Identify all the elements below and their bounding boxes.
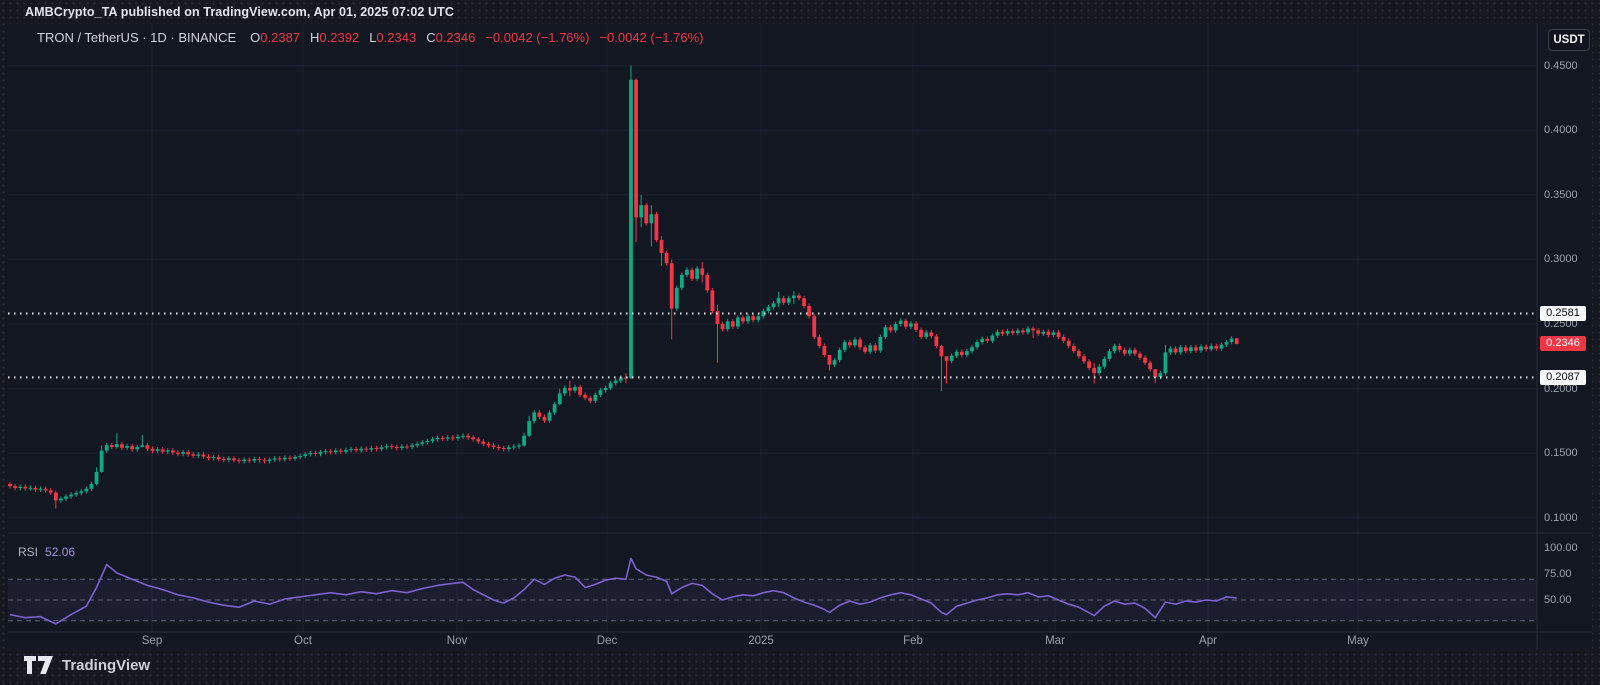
candles-layer: [8, 65, 1239, 509]
rsi-tick-label: 100.00: [1544, 542, 1578, 554]
time-tick-label: Dec: [596, 635, 618, 647]
change-absolute: −0.0042 (−1.76%): [485, 30, 590, 45]
footer: TradingView: [24, 656, 150, 674]
change-percent: −0.0042 (−1.76%): [599, 30, 704, 45]
time-tick-label: Feb: [903, 635, 923, 647]
price-line-label: 0.2581: [1540, 306, 1586, 322]
tradingview-brand-text[interactable]: TradingView: [62, 656, 151, 674]
pane-separators: [8, 24, 1592, 650]
rsi-label: RSI: [18, 545, 39, 559]
rsi-tick-label: 50.00: [1544, 594, 1572, 606]
time-tick-label: Nov: [446, 635, 468, 647]
ohlc-low: L0.2343: [369, 30, 417, 45]
chart-legend: TRON / TetherUS · 1D · BINANCE O0.2387 H0.…: [37, 30, 714, 45]
time-tick-label: Apr: [1199, 635, 1217, 647]
price-tick-label: 0.1500: [1544, 447, 1578, 460]
price-tick-label: 0.3000: [1544, 253, 1578, 266]
chart-canvas[interactable]: [8, 24, 1592, 650]
price-tick-label: 0.2000: [1544, 382, 1578, 395]
gridlines: [8, 24, 1537, 632]
price-tick-label: 0.4000: [1544, 124, 1578, 137]
ohlc-close: C0.2346: [426, 30, 476, 45]
time-tick-label: Mar: [1045, 635, 1065, 647]
price-axis[interactable]: 0.4500 0.4000 0.3500 0.3000 0.2500 0.2000 0.15…: [1537, 24, 1592, 632]
price-tick-label: 0.4500: [1544, 59, 1578, 72]
symbol-title[interactable]: TRON / TetherUS · 1D · BINANCE: [37, 30, 237, 45]
last-price-label: 0.2346: [1540, 336, 1586, 352]
price-line-label: 0.2087: [1540, 369, 1586, 385]
rsi-legend[interactable]: RSI 52.06: [18, 545, 75, 559]
time-axis[interactable]: Sep Oct Nov Dec 2025 Feb Mar Apr May: [8, 632, 1537, 650]
time-tick-label: Sep: [141, 635, 163, 647]
rsi-value: 52.06: [45, 545, 76, 559]
tradingview-logo-icon[interactable]: [24, 656, 54, 674]
time-tick-label: 2025: [748, 635, 774, 647]
price-lines: [8, 312, 1537, 379]
ohlc-high: H0.2392: [310, 30, 360, 45]
time-tick-label: May: [1347, 635, 1369, 647]
currency-toggle-button[interactable]: USDT: [1548, 29, 1590, 51]
chart-card: TRON / TetherUS · 1D · BINANCE O0.2387 H0.…: [8, 24, 1592, 650]
rsi-pane: [8, 557, 1537, 625]
rsi-tick-label: 75.00: [1544, 568, 1572, 580]
ohlc-open: O0.2387: [250, 30, 301, 45]
attribution-text: AMBCrypto_TA published on TradingView.co…: [25, 5, 455, 19]
rsi-line: [9, 557, 1237, 625]
time-tick-label: Oct: [294, 635, 312, 647]
price-tick-label: 0.3500: [1544, 188, 1578, 201]
price-tick-label: 0.1000: [1544, 511, 1578, 524]
